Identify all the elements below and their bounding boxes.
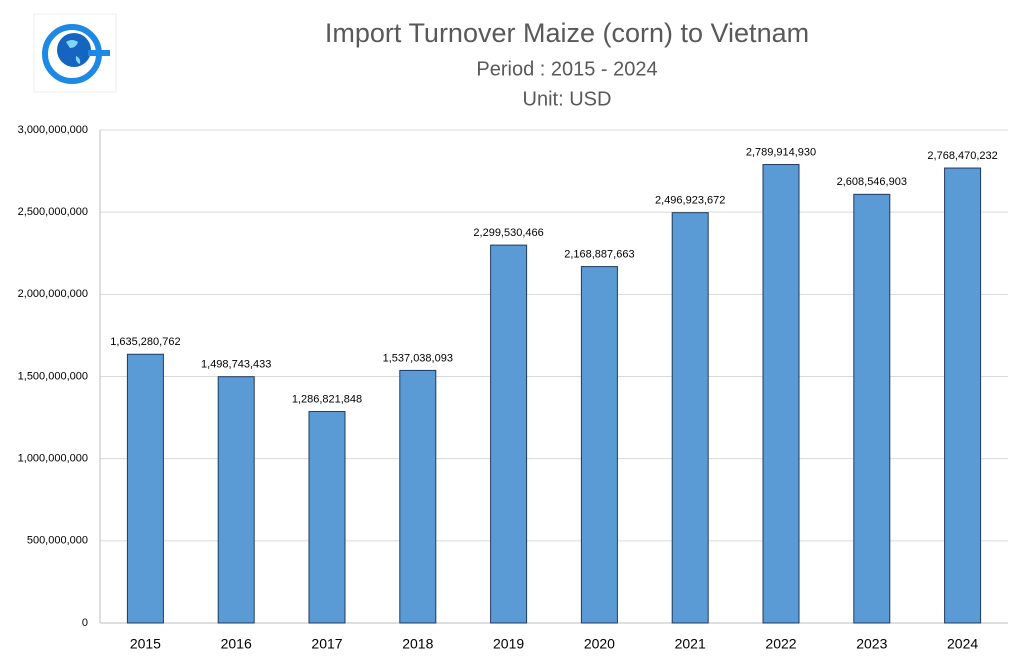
bar bbox=[308, 411, 346, 624]
x-tick-label: 2015 bbox=[130, 636, 161, 652]
y-tick-label: 2,000,000,000 bbox=[18, 288, 88, 300]
x-tick-label: 2019 bbox=[493, 636, 524, 652]
logo bbox=[33, 13, 117, 93]
value-label: 1,286,821,848 bbox=[292, 393, 362, 405]
chart-subtitle: Unit: USD bbox=[523, 88, 612, 110]
y-tick-label: 2,500,000,000 bbox=[18, 206, 88, 218]
value-label: 1,537,038,093 bbox=[383, 352, 453, 364]
logo-globe bbox=[57, 33, 91, 67]
value-label: 2,768,470,232 bbox=[927, 150, 997, 162]
x-tick-label: 2022 bbox=[765, 636, 796, 652]
logo-bar bbox=[88, 50, 110, 56]
chart-subtitle: Period : 2015 - 2024 bbox=[476, 58, 657, 80]
bar bbox=[490, 244, 528, 624]
x-tick-label: 2017 bbox=[311, 636, 342, 652]
y-tick-label: 3,000,000,000 bbox=[18, 124, 88, 136]
bar bbox=[944, 167, 982, 624]
value-label: 2,496,923,672 bbox=[655, 195, 725, 207]
value-label: 2,608,546,903 bbox=[837, 176, 907, 188]
x-tick-label: 2023 bbox=[856, 636, 887, 652]
bar bbox=[671, 212, 709, 624]
chart-title: Import Turnover Maize (corn) to Vietnam bbox=[325, 18, 809, 48]
x-tick-label: 2016 bbox=[221, 636, 252, 652]
value-label: 2,299,530,466 bbox=[473, 227, 543, 239]
y-tick-label: 1,000,000,000 bbox=[18, 453, 88, 465]
value-label: 1,498,743,433 bbox=[201, 359, 271, 371]
value-label: 2,789,914,930 bbox=[746, 146, 816, 158]
x-tick-label: 2020 bbox=[584, 636, 615, 652]
bar bbox=[126, 353, 164, 624]
x-tick-label: 2021 bbox=[675, 636, 706, 652]
bar bbox=[762, 164, 800, 624]
value-label: 1,635,280,762 bbox=[110, 336, 180, 348]
x-tick-label: 2018 bbox=[402, 636, 433, 652]
bar bbox=[399, 369, 437, 624]
value-label: 2,168,887,663 bbox=[564, 248, 634, 260]
x-tick-label: 2024 bbox=[947, 636, 978, 652]
y-tick-label: 500,000,000 bbox=[27, 535, 88, 547]
logo-land bbox=[66, 40, 81, 64]
y-tick-label: 1,500,000,000 bbox=[18, 370, 88, 382]
bar bbox=[580, 266, 618, 624]
bar bbox=[217, 376, 255, 624]
bar bbox=[853, 193, 891, 624]
y-tick-label: 0 bbox=[82, 617, 88, 629]
